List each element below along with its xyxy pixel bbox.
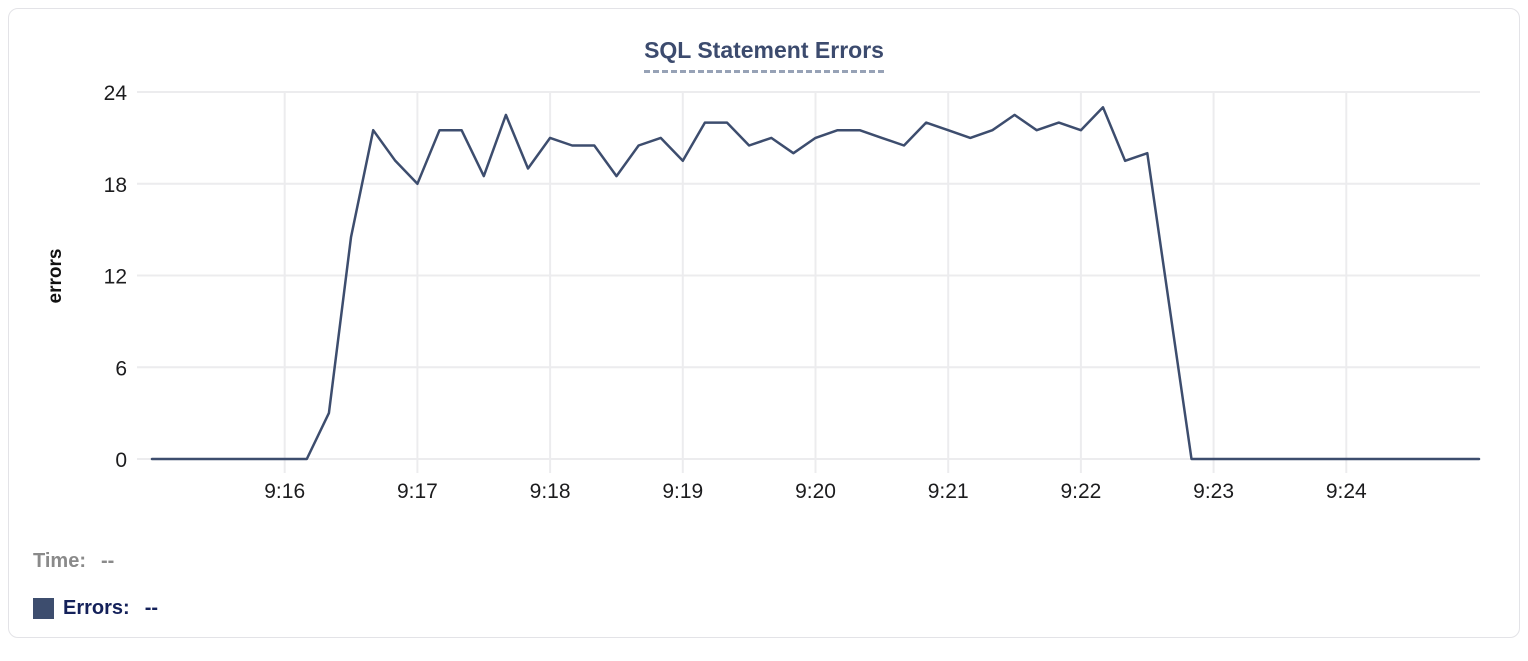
tooltip-time-value: -- <box>100 550 115 572</box>
y-tick-label: 6 <box>115 357 127 380</box>
errors-series-swatch-icon <box>33 598 54 619</box>
x-tick-label: 9:17 <box>397 480 438 503</box>
tooltip-time-row: Time: -- <box>33 550 114 573</box>
tooltip-errors-row: Errors: -- <box>33 597 158 620</box>
chart-title[interactable]: SQL Statement Errors <box>644 37 884 73</box>
tooltip-errors-value: -- <box>144 597 159 619</box>
errors-line-chart[interactable]: 0 6 12 18 24 9:16 9:17 9:18 9:19 9:20 9:21 9:22 9:23… <box>9 9 1528 661</box>
errors-series-line <box>150 106 1481 461</box>
tooltip-time-label: Time: <box>33 550 86 572</box>
x-tick-label: 9:18 <box>530 480 571 503</box>
y-tick-label: 12 <box>104 266 127 289</box>
x-tick-label: 9:22 <box>1060 480 1101 503</box>
x-tick-label: 9:21 <box>928 480 969 503</box>
tooltip-errors-label: Errors: <box>63 597 130 619</box>
y-tick-label: 0 <box>115 449 127 472</box>
x-tick-label: 9:23 <box>1193 480 1234 503</box>
chart-header: SQL Statement Errors <box>9 37 1519 73</box>
sql-errors-chart-card: SQL Statement Errors errors 0 6 12 18 24 9:16… <box>8 8 1520 638</box>
y-tick-label: 24 <box>104 82 128 105</box>
x-tick-label: 9:20 <box>795 480 836 503</box>
x-tick-label: 9:19 <box>662 480 703 503</box>
x-tick-label: 9:24 <box>1326 480 1367 503</box>
x-tick-label: 9:16 <box>264 480 305 503</box>
y-tick-label: 18 <box>104 174 127 197</box>
